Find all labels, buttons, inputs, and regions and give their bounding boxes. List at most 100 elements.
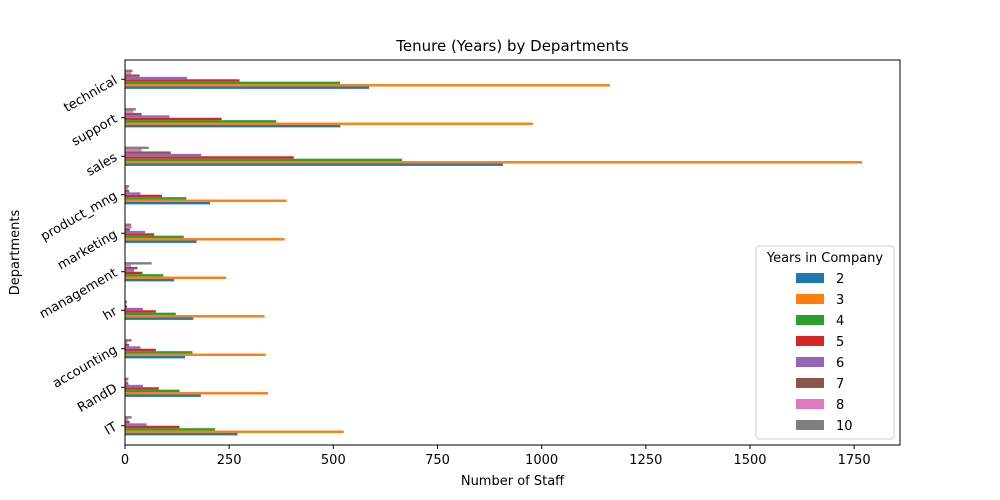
legend-label-4: 4: [836, 314, 844, 329]
x-tick-label: 1250: [629, 453, 662, 468]
bar-management-2: [125, 278, 175, 282]
bar-accounting-10: [125, 339, 132, 342]
x-tick-label: 1000: [525, 453, 558, 468]
bar-sales-4: [125, 158, 403, 162]
y-tick-label-sales: sales: [84, 150, 120, 180]
bar-accounting-2: [125, 355, 185, 359]
bar-product_mng-7: [125, 189, 130, 193]
bar-management-8: [125, 264, 132, 267]
bar-support-5: [125, 117, 222, 121]
bar-RandD-4: [125, 389, 180, 393]
bar-RandD-2: [125, 394, 201, 397]
bar-IT-10: [125, 416, 132, 419]
bar-RandD-3: [125, 392, 268, 395]
bar-technical-10: [125, 69, 133, 73]
legend-label-7: 7: [836, 377, 844, 392]
bar-RandD-10: [125, 377, 129, 381]
bar-management-10: [125, 262, 152, 265]
bar-technical-3: [125, 84, 610, 87]
legend-swatch-8: [796, 399, 824, 409]
chart-title: Tenure (Years) by Departments: [395, 37, 629, 55]
bar-technical-5: [125, 79, 240, 82]
bar-management-7: [125, 266, 138, 270]
bar-support-2: [125, 124, 341, 128]
bar-technical-6: [125, 76, 188, 80]
bar-IT-5: [125, 425, 180, 429]
legend-label-3: 3: [836, 293, 844, 308]
x-axis-ticks: 0 250 500 750 1000 1250 1500 1750: [121, 445, 871, 468]
bar-sales-10: [125, 146, 149, 150]
legend-swatch-6: [796, 357, 824, 367]
bar-hr-4: [125, 312, 176, 316]
bar-product_mng-6: [125, 192, 141, 195]
legend-swatch-5: [796, 336, 824, 346]
bar-accounting-3: [125, 353, 266, 356]
bar-hr-2: [125, 317, 194, 320]
bar-marketing-2: [125, 240, 197, 243]
bar-technical-8: [125, 72, 132, 75]
bar-IT-4: [125, 428, 215, 431]
bar-product_mng-10: [125, 185, 130, 188]
bar-RandD-8: [125, 380, 128, 383]
x-tick-label: 250: [217, 453, 242, 468]
bar-product_mng-5: [125, 194, 163, 198]
bar-hr-7: [125, 305, 128, 308]
bar-marketing-6: [125, 230, 145, 234]
bar-sales-5: [125, 156, 294, 159]
legend-label-6: 6: [836, 356, 844, 371]
bar-support-4: [125, 120, 277, 123]
bar-RandD-5: [125, 387, 159, 390]
bar-product_mng-3: [125, 199, 287, 202]
y-tick-label-RandD: RandD: [75, 381, 120, 416]
bar-technical-7: [125, 74, 140, 77]
bar-accounting-6: [125, 346, 141, 349]
bar-hr-6: [125, 307, 143, 311]
bar-management-5: [125, 271, 143, 275]
legend-label-2: 2: [836, 272, 844, 287]
legend-label-10: 10: [836, 419, 853, 434]
bar-sales-2: [125, 163, 503, 166]
bar-marketing-5: [125, 233, 155, 236]
bars-layer: [125, 69, 863, 436]
legend-title: Years in Company: [766, 251, 884, 266]
legend-items: 2 3 4 5 6 7 8 10: [796, 272, 853, 434]
y-tick-label-IT: IT: [102, 420, 120, 439]
legend: Years in Company 2 3 4 5 6 7 8 10: [755, 245, 895, 440]
legend-swatch-10: [796, 420, 824, 430]
bar-management-4: [125, 274, 164, 277]
bar-sales-6: [125, 153, 202, 157]
legend-box: [755, 245, 895, 440]
bar-RandD-7: [125, 382, 129, 385]
x-tick-label: 500: [321, 453, 346, 468]
bar-accounting-7: [125, 343, 130, 347]
bar-support-6: [125, 115, 170, 118]
bar-technical-2: [125, 86, 370, 89]
legend-label-8: 8: [836, 398, 844, 413]
legend-swatch-3: [796, 294, 824, 304]
bar-product_mng-2: [125, 201, 210, 205]
y-axis-ticks: ITRandDaccountinghrmanagementmarketingpr…: [37, 73, 125, 439]
bar-hr-10: [125, 300, 128, 304]
bar-IT-3: [125, 430, 344, 433]
bar-IT-8: [125, 418, 129, 421]
x-tick-label: 1500: [733, 453, 766, 468]
bar-technical-4: [125, 81, 340, 85]
bar-accounting-5: [125, 348, 156, 352]
bar-accounting-4: [125, 351, 193, 354]
bar-marketing-10: [125, 223, 132, 227]
bar-product_mng-4: [125, 197, 187, 200]
bar-sales-3: [125, 161, 863, 164]
bar-IT-2: [125, 432, 238, 436]
x-axis-label: Number of Staff: [461, 474, 565, 489]
bar-support-3: [125, 122, 533, 125]
x-tick-label: 750: [425, 453, 450, 468]
x-tick-label: 0: [121, 453, 129, 468]
legend-swatch-4: [796, 315, 824, 325]
bar-accounting-8: [125, 341, 128, 344]
bar-sales-8: [125, 149, 142, 152]
bar-sales-7: [125, 151, 171, 154]
y-tick-label-hr: hr: [101, 304, 121, 324]
x-tick-label: 1750: [838, 453, 871, 468]
legend-label-5: 5: [836, 335, 844, 350]
bar-marketing-4: [125, 235, 184, 239]
